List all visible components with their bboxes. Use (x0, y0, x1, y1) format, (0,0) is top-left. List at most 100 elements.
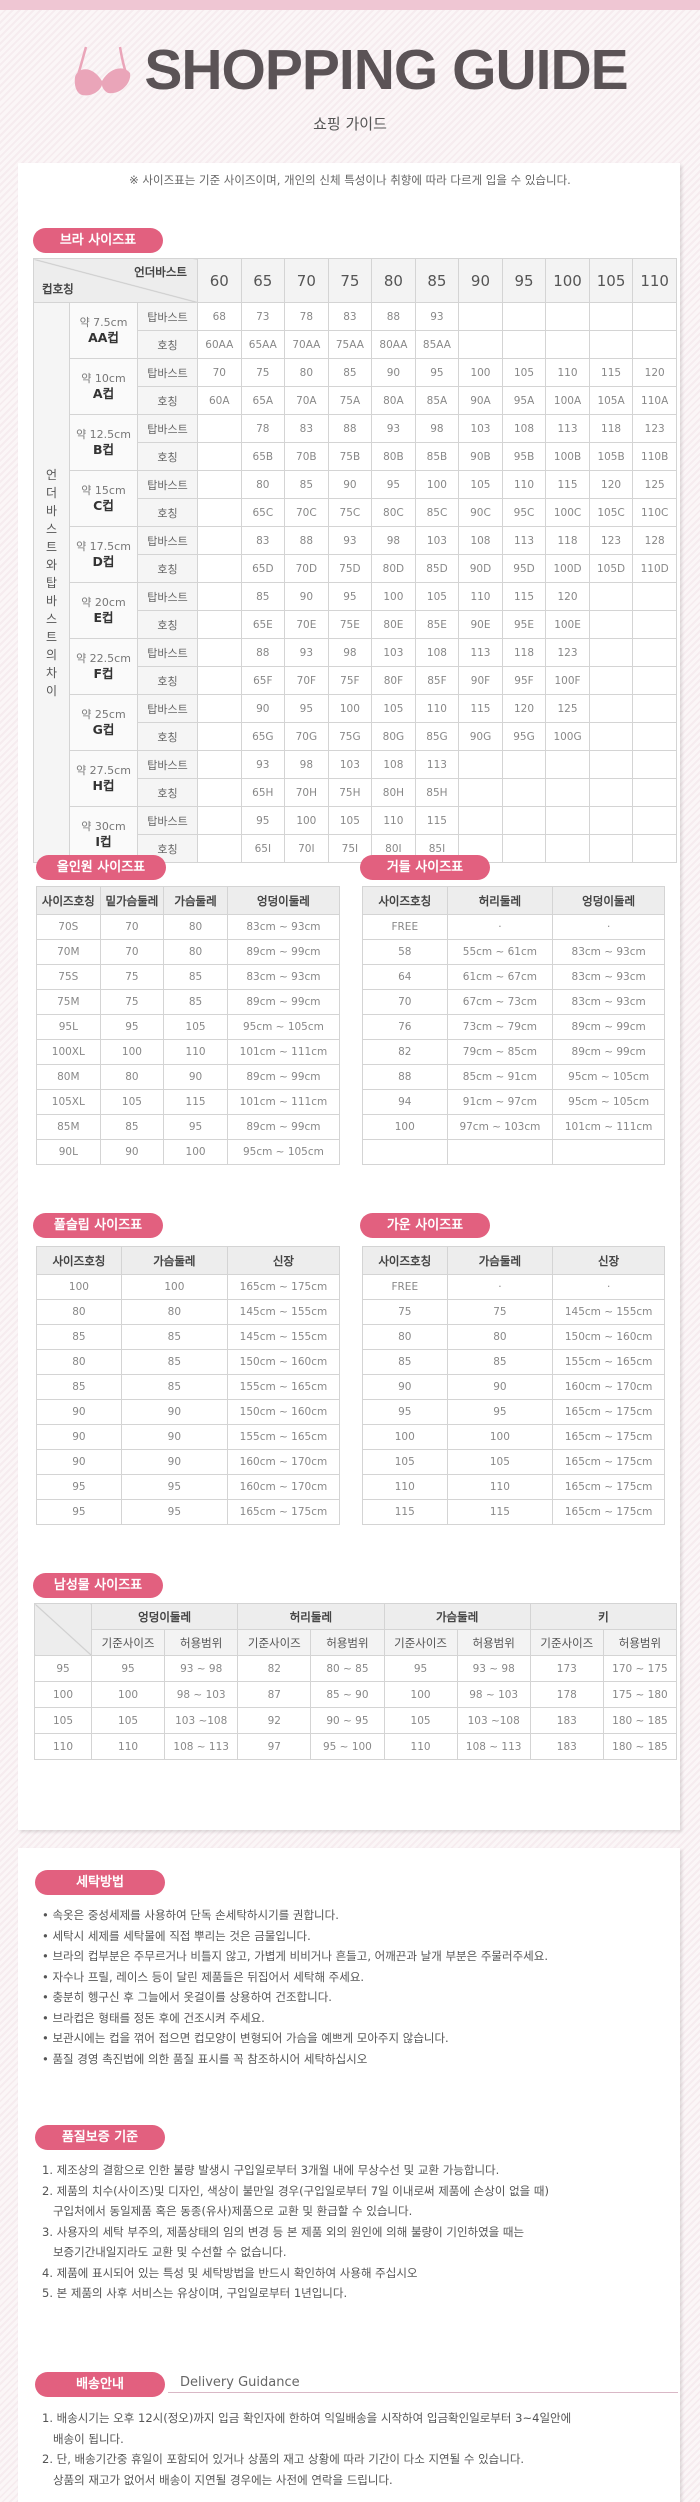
size-name-value: 100F (545, 666, 590, 695)
list-item: • 세탁시 세제를 세탁물에 직접 뿌리는 것은 금물입니다. (42, 1928, 311, 1943)
top-bust-value: 103 (458, 414, 503, 443)
list-item: • 브라컵은 형태를 정돈 후에 건조시켜 주세요. (42, 2010, 265, 2025)
table-cell: 100 (362, 1114, 448, 1140)
size-name-value (632, 778, 677, 807)
size-name-value: 75C (327, 498, 373, 527)
table-cell: 83cm ~ 93cm (552, 939, 665, 965)
size-name-value: 80H (371, 778, 416, 807)
table-row: 105XL 105 115 101cm ~ 111cm (36, 1089, 341, 1115)
top-bust-value: 93 (240, 750, 286, 779)
page-subtitle: 쇼핑 가이드 (313, 115, 387, 133)
page-title: SHOPPING GUIDE (144, 38, 628, 102)
size-name-value: 100E (545, 610, 590, 639)
table-cell: 110 (446, 1474, 554, 1500)
standard-size-header: 기준사이즈 (90, 1629, 166, 1656)
table-row: 호칭 65H 70H 75H 80H 85H (34, 778, 677, 807)
top-bust-value: 85 (284, 470, 329, 499)
table-row: 호칭 65D 70D 75D 80D 85D 90D 95D 100D 105D 110D (34, 554, 677, 583)
size-name-value: 90C (458, 498, 503, 527)
table-cell: 91cm ~ 97cm (446, 1089, 554, 1115)
under-bust-header: 105 (588, 258, 634, 303)
top-bust-value (545, 302, 590, 331)
top-bust-value (197, 526, 242, 555)
table-cell: · (446, 1274, 554, 1300)
table-cell: 80 (362, 1324, 448, 1350)
table-row: 호칭 65B 70B 75B 80B 85B 90B 95B 100B 105B 110B (34, 442, 677, 471)
size-name-value: 85A (414, 386, 460, 415)
table-cell: 160cm ~ 170cm (226, 1474, 341, 1500)
size-name-label: 호칭 (136, 778, 199, 807)
top-bust-label: 탑바스트 (136, 358, 199, 387)
table-cell: 110 (362, 1474, 448, 1500)
column-header: 엉덩이둘레 (552, 886, 665, 915)
table-cell: · (552, 1274, 665, 1300)
table-row: 76 73cm ~ 79cm 89cm ~ 99cm (362, 1014, 665, 1040)
size-name-value: 100D (545, 554, 590, 583)
top-bust-value: 88 (240, 638, 286, 667)
top-bust-label: 탑바스트 (136, 806, 199, 835)
top-bust-value: 83 (284, 414, 329, 443)
top-bust-value: 113 (414, 750, 460, 779)
table-cell: 105 (383, 1707, 458, 1734)
top-bust-value: 120 (501, 694, 547, 723)
table-cell: 75 (99, 964, 165, 990)
size-name-value: 65H (240, 778, 286, 807)
top-bust-value: 110 (545, 358, 590, 387)
table-cell: 70M (36, 939, 101, 965)
size-name-value: 90A (458, 386, 503, 415)
table-row: 70 67cm ~ 73cm 83cm ~ 93cm (362, 989, 665, 1015)
top-bust-value: 123 (632, 414, 677, 443)
top-bust-value: 113 (458, 638, 503, 667)
size-name-value: 85B (414, 442, 460, 471)
size-name-value (545, 778, 590, 807)
size-name-value: 60A (197, 386, 242, 415)
top-bust-value: 100 (371, 582, 416, 611)
table-row: 100 97cm ~ 103cm 101cm ~ 111cm (362, 1114, 665, 1140)
bra-section-badge: 브라 사이즈표 (33, 228, 163, 253)
table-row: 70M 70 80 89cm ~ 99cm (36, 939, 341, 965)
top-bust-value (588, 750, 634, 779)
table-cell: 85cm ~ 91cm (446, 1064, 554, 1090)
table-cell: 103 ~108 (456, 1707, 531, 1734)
list-item: • 브라의 컵부분은 주무르거나 비틀지 않고, 가볍게 비비거나 흔들고, 어… (42, 1949, 548, 1963)
table-cell: 100 (383, 1681, 458, 1708)
table-cell: 87 (237, 1681, 312, 1708)
top-bust-value (458, 302, 503, 331)
size-name-value (588, 722, 634, 751)
standard-size-header: 기준사이즈 (529, 1629, 604, 1656)
size-name-value: 95C (501, 498, 547, 527)
list-item: • 속옷은 중성세제를 사용하여 단독 손세탁하시기를 권합니다. (42, 1908, 339, 1922)
top-bust-value: 93 (284, 638, 329, 667)
table-cell: 85 (362, 1349, 448, 1375)
table-cell: 83cm ~ 93cm (552, 989, 665, 1015)
table-cell: 85 ~ 90 (310, 1681, 385, 1708)
under-bust-header: 80 (371, 258, 416, 303)
table-cell: 150cm ~ 160cm (552, 1324, 665, 1350)
table-cell: 85M (36, 1114, 101, 1140)
cup-difference: 약 27.5cm (76, 764, 131, 777)
table-row: 100XL 100 110 101cm ~ 111cm (36, 1039, 341, 1065)
size-name-value: 95E (501, 610, 547, 639)
size-name-label: 호칭 (136, 666, 199, 695)
table-cell: 95 (90, 1655, 166, 1682)
table-row: 85 85 155cm ~ 165cm (362, 1349, 665, 1375)
table-cell: 85 (120, 1374, 228, 1400)
top-bust-value: 98 (371, 526, 416, 555)
list-item: 상품의 재고가 없어서 배송이 지연될 경우에는 사전에 연락을 드립니다. (42, 2472, 393, 2487)
under-bust-header: 75 (327, 258, 373, 303)
size-name-value: 75G (327, 722, 373, 751)
table-cell: 101cm ~ 111cm (226, 1089, 341, 1115)
size-name-value: 100C (545, 498, 590, 527)
cup-difference: 약 7.5cm (79, 316, 128, 329)
table-cell: 110 (163, 1039, 228, 1065)
top-bust-value: 108 (414, 638, 460, 667)
table-cell: 80 (163, 914, 228, 940)
under-bust-label: 언더바스트 (134, 265, 188, 279)
table-cell: 95 (120, 1499, 228, 1525)
list-item: 5. 본 제품의 사후 서비스는 유상이며, 구입일로부터 1년입니다. (42, 2286, 348, 2300)
table-cell: 55cm ~ 61cm (446, 939, 554, 965)
top-bust-value: 105 (501, 358, 547, 387)
top-bust-value (501, 806, 547, 835)
table-cell: 89cm ~ 99cm (552, 1014, 665, 1040)
column-header: 사이즈호칭 (362, 886, 448, 915)
